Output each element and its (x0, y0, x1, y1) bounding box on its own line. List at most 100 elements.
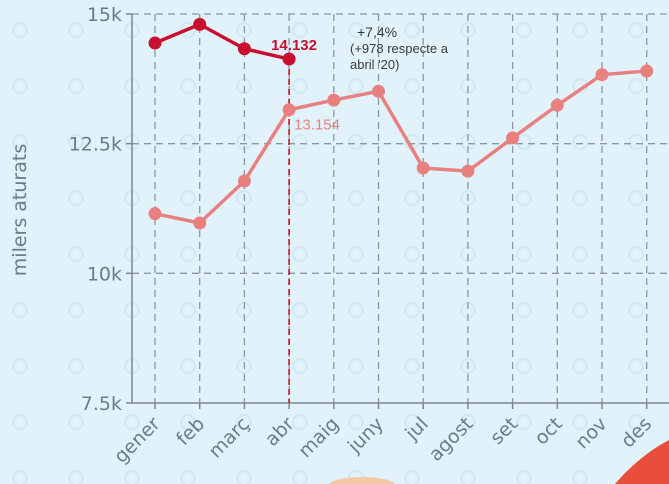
decor-circle (236, 470, 252, 484)
data-point (282, 52, 296, 66)
decor-circle (460, 190, 476, 206)
decor-circle (12, 414, 28, 430)
data-label: 14.132 (271, 37, 317, 54)
decor-circle (348, 358, 364, 374)
decor-circle (460, 414, 476, 430)
x-tick-label: set (486, 413, 522, 449)
decor-circle (348, 134, 364, 150)
x-tick-label: març (204, 413, 253, 462)
decor-circle (124, 414, 140, 430)
decor-circle (572, 246, 588, 262)
decor-circle (348, 78, 364, 94)
decor-circle (516, 358, 532, 374)
decor-circle (460, 22, 476, 38)
data-point (193, 17, 207, 31)
decor-circle (404, 78, 420, 94)
decor-circle (628, 190, 644, 206)
decor-circle (180, 78, 196, 94)
decor-circle (180, 190, 196, 206)
y-tick-labels: 7.5k 10k 12.5k 15k (69, 4, 122, 415)
decor-circle (180, 246, 196, 262)
corner-shape (615, 440, 669, 484)
decor-circle (460, 358, 476, 374)
series-line (154, 22, 290, 61)
decor-circle (348, 190, 364, 206)
decor-circle (348, 414, 364, 430)
x-tick-label: gener (110, 413, 165, 468)
axes (126, 13, 669, 409)
decor-circle (292, 22, 308, 38)
series-0 (148, 17, 296, 66)
decor-circle (628, 246, 644, 262)
decor-circle (292, 414, 308, 430)
series-1 (148, 64, 654, 230)
decor-circle (516, 414, 532, 430)
decor-circle (516, 22, 532, 38)
background-decoration (12, 22, 669, 484)
decor-circle (516, 78, 532, 94)
decor-circle (68, 246, 84, 262)
y-tick-label: 10k (87, 263, 122, 285)
decor-circle (292, 302, 308, 318)
x-tick-label: des (617, 413, 656, 452)
decor-circle (292, 246, 308, 262)
decor-circle (516, 470, 532, 484)
decor-circle (572, 22, 588, 38)
bottom-blob (328, 477, 396, 484)
decor-circle (572, 302, 588, 318)
decor-circle (236, 414, 252, 430)
decor-circle (12, 22, 28, 38)
decor-circle (12, 134, 28, 150)
data-point (148, 207, 162, 221)
data-point (416, 161, 430, 175)
decor-circle (236, 22, 252, 38)
decor-circle (180, 22, 196, 38)
decor-circle (68, 190, 84, 206)
decor-circle (572, 358, 588, 374)
decor-circle (236, 358, 252, 374)
decor-circle (180, 134, 196, 150)
data-point (237, 42, 251, 56)
data-point (148, 36, 162, 50)
annotation-line-2: (+978 respecte a (350, 41, 449, 56)
decor-circle (68, 134, 84, 150)
data-point (506, 131, 520, 145)
x-tick-label: oct (530, 413, 566, 449)
decor-circle (68, 22, 84, 38)
decor-circle (12, 470, 28, 484)
decor-circle (404, 358, 420, 374)
data-label: 13.154 (294, 117, 340, 134)
decor-circle (68, 470, 84, 484)
decor-circle (292, 78, 308, 94)
y-axis-label: milers aturats (9, 144, 31, 276)
annotation: +7,4% (+978 respecte a abril '20) (350, 24, 449, 72)
decor-circle (292, 358, 308, 374)
decor-circle (236, 190, 252, 206)
decor-circle (68, 78, 84, 94)
data-point (237, 174, 251, 188)
decor-circle (68, 302, 84, 318)
series-group: 14.132 13.154 (148, 17, 654, 403)
y-tick-label: 7.5k (81, 393, 122, 415)
decor-circle (404, 246, 420, 262)
decor-circle (292, 470, 308, 484)
decor-circle (348, 302, 364, 318)
decor-circle (628, 134, 644, 150)
y-tick-label: 12.5k (69, 134, 122, 156)
decor-circle (68, 414, 84, 430)
data-point (550, 98, 564, 112)
x-tick-label: maig (294, 413, 343, 462)
data-point (595, 68, 609, 82)
decor-circle (516, 246, 532, 262)
data-point (282, 103, 296, 117)
decor-circle (124, 470, 140, 484)
annotation-line-3: abril '20) (350, 57, 399, 72)
x-tick-label: agost (425, 413, 478, 466)
data-point (461, 164, 475, 178)
decor-circle (516, 134, 532, 150)
decor-circle (404, 470, 420, 484)
data-point (327, 93, 341, 107)
decor-circle (572, 134, 588, 150)
decor-circle (12, 78, 28, 94)
